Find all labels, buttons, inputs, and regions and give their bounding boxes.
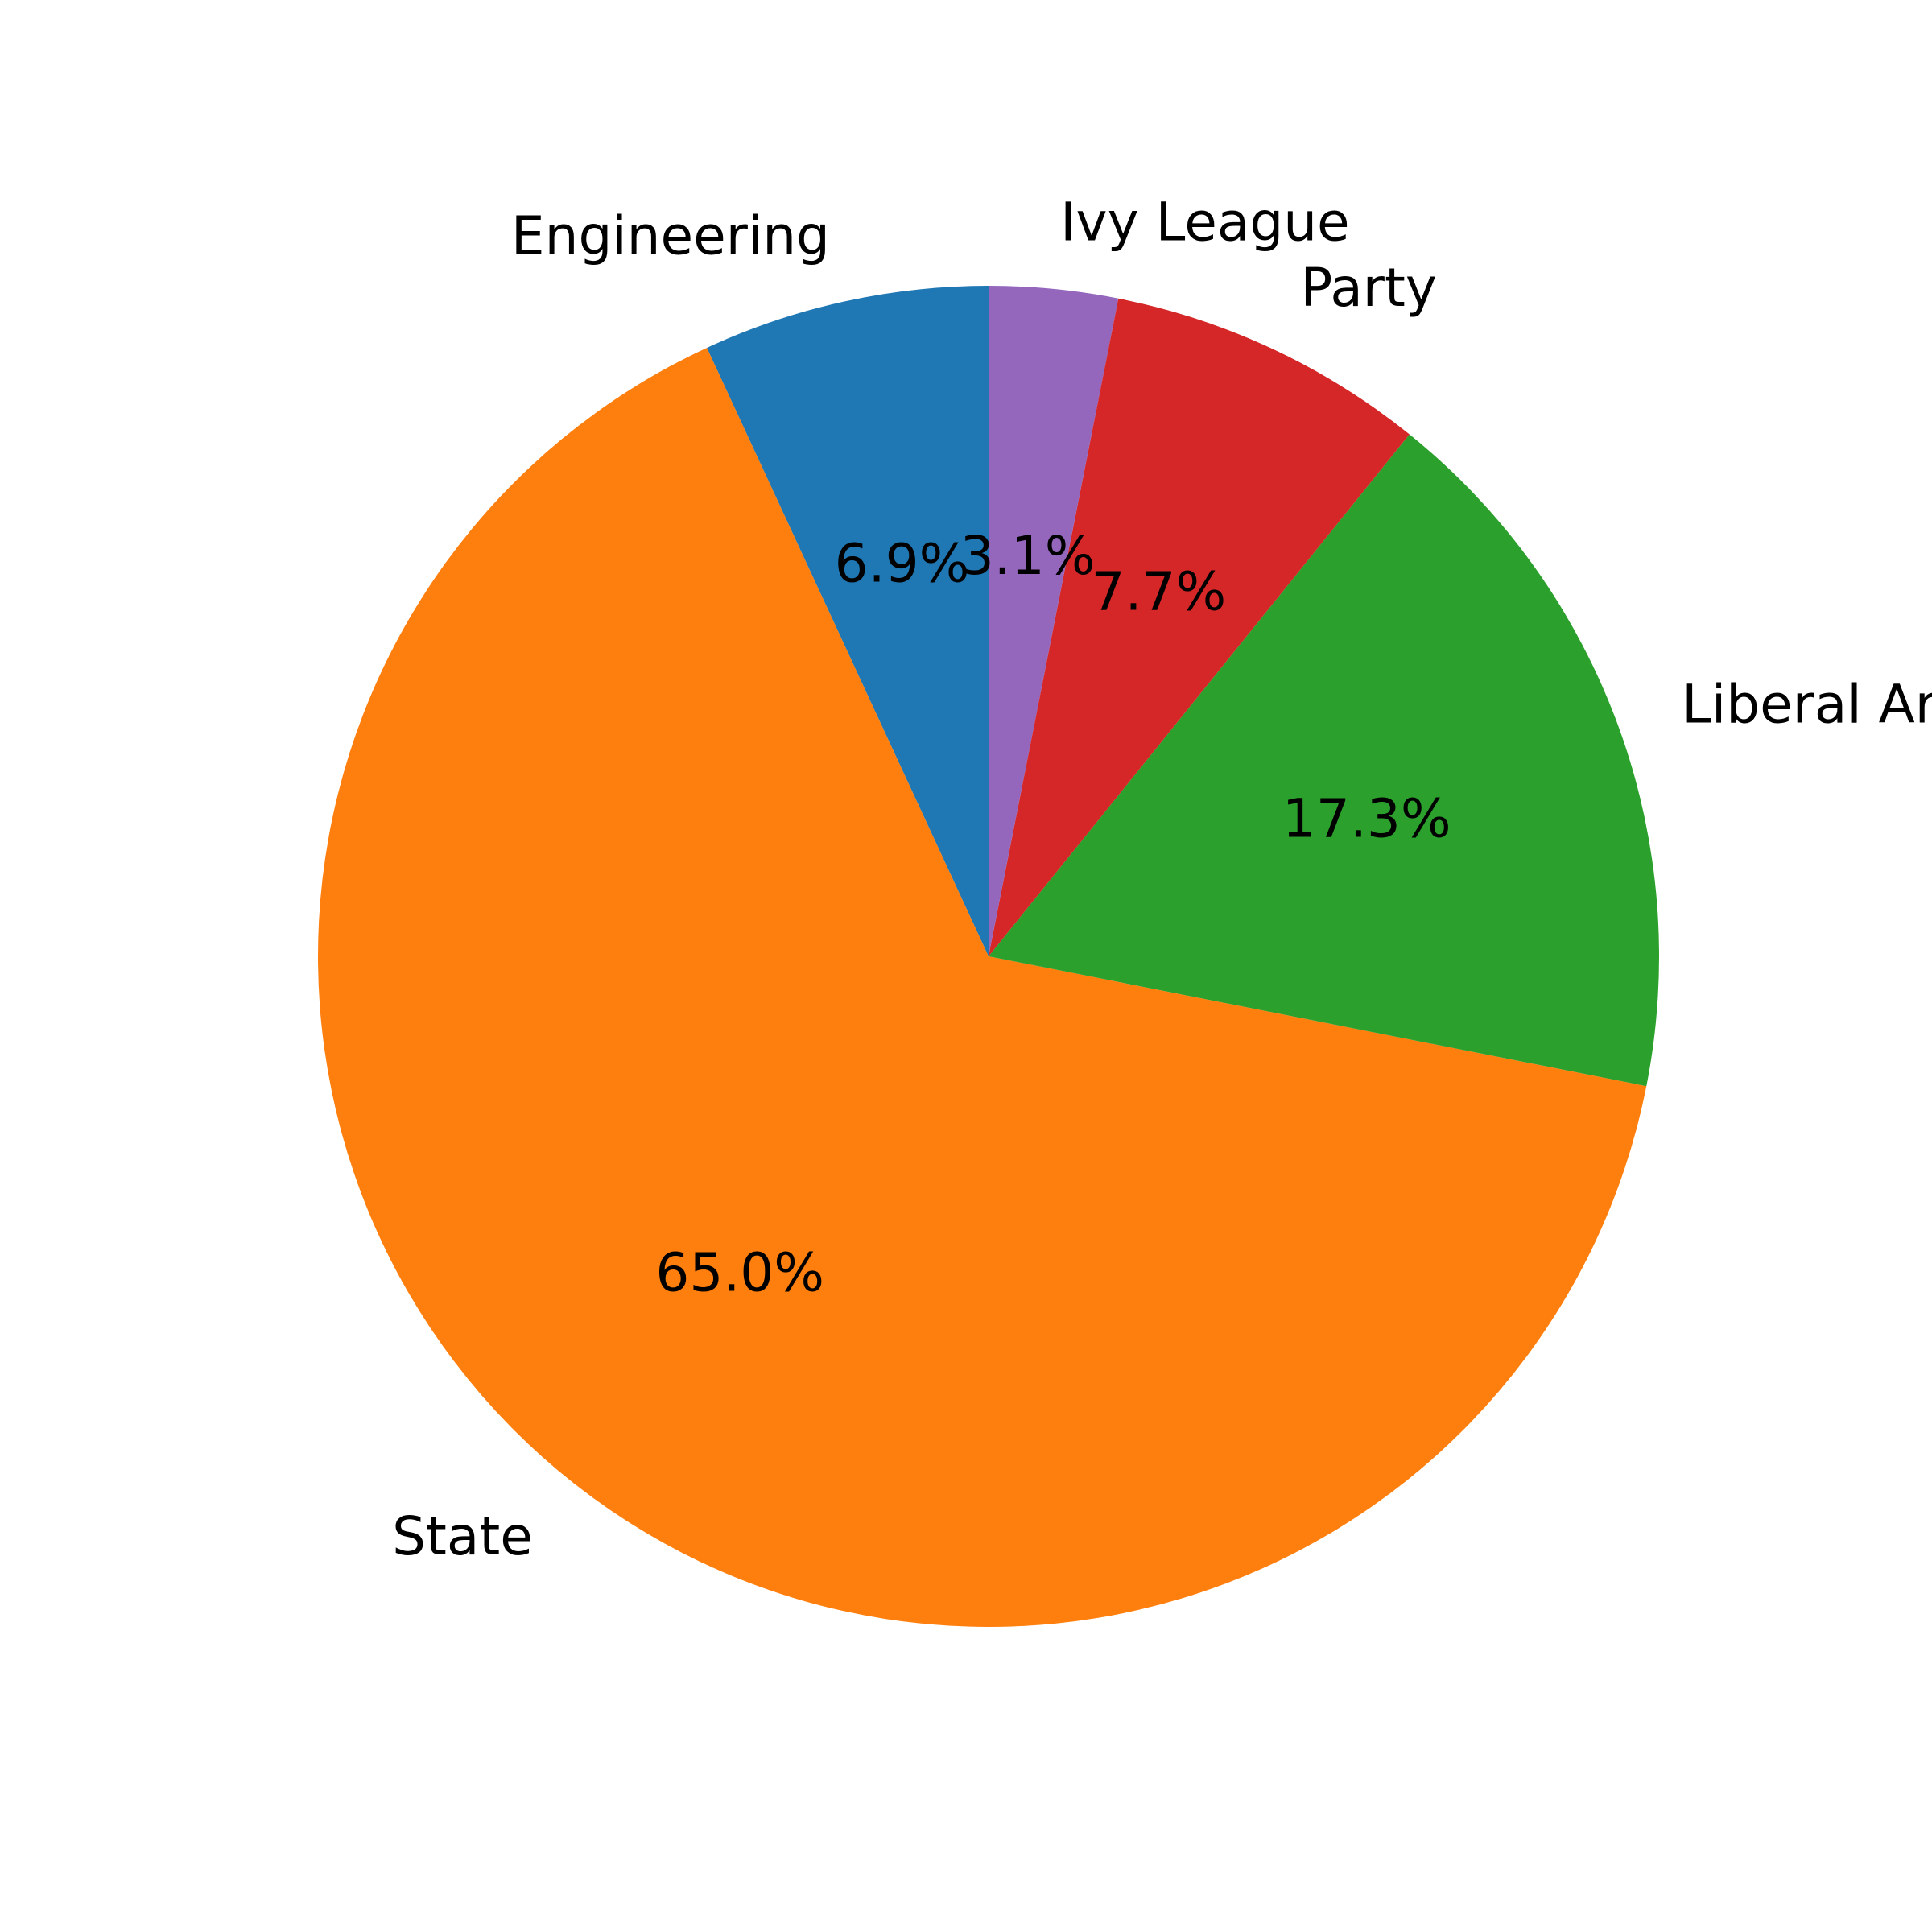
slice-label-state: State [392, 1505, 533, 1567]
pct-label-liberal-arts: 17.3% [1282, 788, 1451, 850]
pie-slice-ivy-league [989, 286, 1119, 956]
slice-label-ivy-league: Ivy League [1060, 192, 1350, 254]
pct-label-ivy-league: 3.1% [960, 525, 1096, 587]
slice-label-engineering: Engineering [511, 205, 830, 267]
slice-label-party: Party [1301, 257, 1437, 319]
pie-labels: Engineering 6.9% State 65.0% Liberal Arts 17.… [392, 192, 1932, 1567]
pie-slice-engineering [707, 286, 989, 956]
pie-slice-liberal-arts [989, 434, 1659, 1087]
pct-label-state: 65.0% [655, 1241, 824, 1303]
pie-slice-party [989, 298, 1410, 956]
pct-label-party: 7.7% [1092, 561, 1227, 623]
pie-slices [317, 286, 1659, 1627]
pct-label-engineering: 6.9% [835, 532, 970, 594]
slice-label-liberal-arts: Liberal Arts [1682, 673, 1932, 735]
pie-slice-state [317, 348, 1647, 1627]
